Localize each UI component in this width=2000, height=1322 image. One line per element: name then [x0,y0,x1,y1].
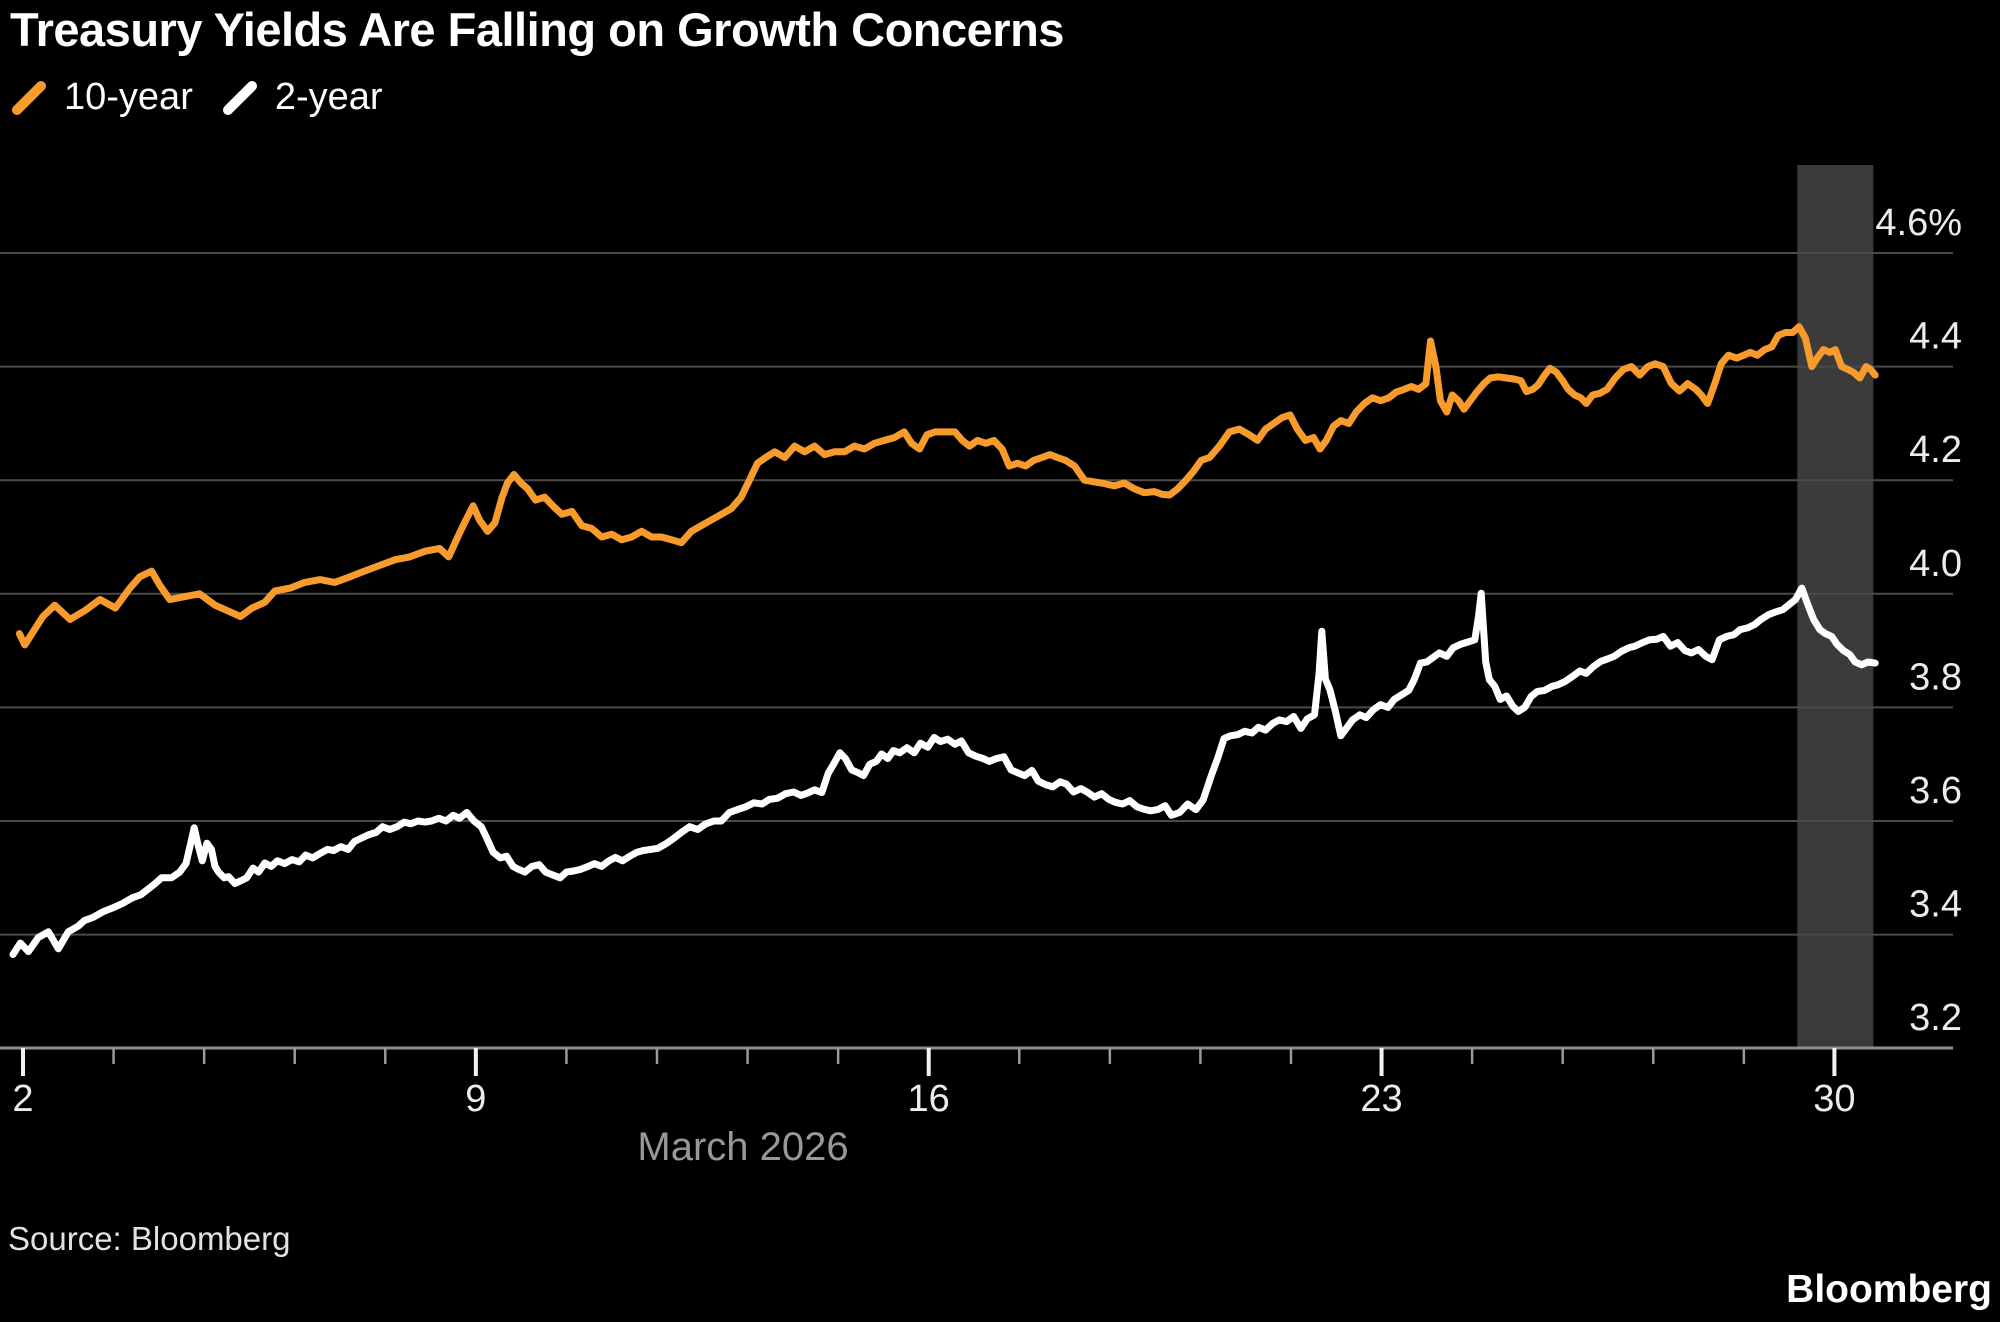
legend: 10-year 2-year [8,76,383,119]
legend-item-10-year: 10-year [8,76,193,119]
chart-title: Treasury Yields Are Falling on Growth Co… [10,3,1064,56]
y-axis-label: 4.4 [1909,316,1962,358]
y-axis-label: 4.6% [1875,202,1962,244]
y-axis-label: 3.2 [1909,997,1962,1039]
x-axis-month-label: March 2026 [637,1125,848,1169]
y-axis-label: 3.8 [1909,656,1962,698]
source-credit: Source: Bloomberg [8,1220,291,1257]
series-line-10-year [15,323,1879,649]
y-axis-label: 4.0 [1909,543,1962,585]
legend-item-2-year: 2-year [219,76,383,119]
x-axis-day-label: 16 [908,1078,950,1120]
series-line-2-year [9,584,1879,958]
x-axis-day-label: 9 [465,1078,486,1120]
x-axis-day-label: 2 [12,1078,33,1120]
x-axis-day-label: 23 [1360,1078,1402,1120]
legend-label-2-year: 2-year [274,76,383,118]
y-axis-label: 4.2 [1909,429,1962,471]
bloomberg-wordmark: Bloomberg [1786,1268,1992,1311]
legend-label-10-year: 10-year [64,76,193,118]
y-axis-label: 3.6 [1909,770,1962,812]
y-axis-label: 3.4 [1909,884,1962,926]
x-axis-day-label: 30 [1813,1078,1855,1120]
